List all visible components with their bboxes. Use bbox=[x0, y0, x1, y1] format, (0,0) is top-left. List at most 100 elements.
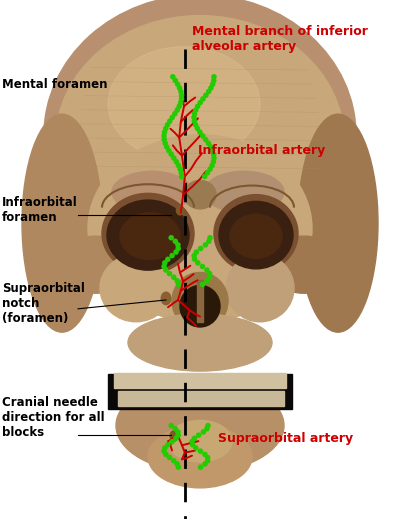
Point bbox=[194, 258, 201, 267]
Point bbox=[200, 428, 206, 436]
Point bbox=[204, 457, 211, 465]
Point bbox=[204, 169, 211, 177]
Point bbox=[197, 99, 203, 107]
Point bbox=[191, 113, 197, 121]
Point bbox=[210, 158, 217, 166]
Point bbox=[162, 139, 168, 147]
Point bbox=[210, 80, 216, 88]
Point bbox=[210, 76, 217, 85]
Point bbox=[208, 84, 214, 92]
Point bbox=[200, 132, 206, 140]
Circle shape bbox=[161, 292, 171, 305]
Point bbox=[164, 120, 171, 129]
Point bbox=[200, 95, 206, 103]
Point bbox=[206, 273, 213, 281]
Point bbox=[174, 277, 180, 285]
Point bbox=[206, 87, 212, 95]
Point bbox=[203, 91, 209, 100]
Text: Supraorbital
notch
(foramen): Supraorbital notch (foramen) bbox=[2, 282, 85, 325]
Ellipse shape bbox=[298, 114, 378, 332]
Point bbox=[161, 128, 168, 136]
Point bbox=[175, 161, 182, 170]
Point bbox=[192, 106, 199, 114]
Point bbox=[173, 158, 180, 166]
Point bbox=[175, 280, 182, 289]
Point bbox=[170, 273, 177, 281]
Point bbox=[162, 444, 168, 452]
Point bbox=[190, 441, 196, 449]
Point bbox=[174, 460, 180, 468]
Ellipse shape bbox=[172, 272, 228, 330]
Point bbox=[175, 244, 181, 253]
Point bbox=[191, 117, 198, 125]
Point bbox=[204, 266, 210, 274]
Text: Mental foramen: Mental foramen bbox=[2, 77, 108, 91]
Point bbox=[205, 139, 212, 147]
Ellipse shape bbox=[180, 285, 220, 327]
Point bbox=[191, 110, 198, 118]
Text: Infraorbital
foramen: Infraorbital foramen bbox=[2, 196, 78, 224]
Point bbox=[209, 146, 216, 155]
Bar bbox=[108, 374, 292, 409]
Point bbox=[168, 421, 174, 430]
Point bbox=[193, 248, 200, 256]
Ellipse shape bbox=[22, 114, 102, 332]
Point bbox=[169, 113, 176, 121]
Point bbox=[189, 438, 195, 446]
Point bbox=[165, 255, 171, 264]
Ellipse shape bbox=[120, 213, 180, 260]
Point bbox=[205, 421, 211, 430]
Point bbox=[197, 463, 204, 471]
Point bbox=[178, 172, 185, 181]
Point bbox=[211, 73, 217, 81]
Point bbox=[206, 237, 212, 245]
Ellipse shape bbox=[184, 181, 216, 209]
Ellipse shape bbox=[44, 0, 356, 275]
Point bbox=[174, 106, 180, 114]
Point bbox=[176, 84, 183, 92]
Point bbox=[178, 169, 184, 177]
Point bbox=[173, 248, 179, 256]
Point bbox=[206, 269, 213, 278]
Point bbox=[173, 434, 179, 443]
Ellipse shape bbox=[88, 135, 312, 322]
Text: Infraorbital artery: Infraorbital artery bbox=[198, 144, 325, 157]
Point bbox=[172, 110, 178, 118]
Point bbox=[171, 154, 177, 162]
Point bbox=[166, 146, 172, 155]
Ellipse shape bbox=[230, 214, 282, 258]
Point bbox=[168, 150, 174, 158]
Point bbox=[166, 269, 173, 278]
Ellipse shape bbox=[168, 420, 232, 462]
Point bbox=[191, 434, 198, 443]
Point bbox=[194, 102, 201, 111]
Point bbox=[169, 438, 175, 446]
Point bbox=[172, 425, 178, 433]
Ellipse shape bbox=[56, 16, 344, 265]
Point bbox=[207, 165, 213, 173]
Point bbox=[199, 280, 206, 289]
Text: Mental branch of inferior
alveolar artery: Mental branch of inferior alveolar arter… bbox=[192, 25, 368, 53]
Ellipse shape bbox=[108, 47, 260, 161]
Ellipse shape bbox=[107, 200, 189, 270]
Ellipse shape bbox=[148, 426, 252, 488]
Point bbox=[197, 447, 204, 455]
Ellipse shape bbox=[226, 254, 294, 322]
Point bbox=[208, 143, 214, 151]
Point bbox=[197, 128, 203, 136]
Point bbox=[172, 76, 178, 85]
Point bbox=[204, 277, 210, 285]
Point bbox=[209, 161, 215, 170]
Point bbox=[161, 262, 167, 270]
Point bbox=[164, 143, 170, 151]
Ellipse shape bbox=[219, 201, 293, 269]
Point bbox=[163, 450, 169, 458]
Bar bbox=[114, 373, 286, 388]
Point bbox=[178, 95, 185, 103]
Point bbox=[172, 237, 178, 245]
Point bbox=[194, 125, 201, 133]
Bar bbox=[197, 280, 203, 322]
Point bbox=[192, 444, 199, 452]
Point bbox=[165, 441, 171, 449]
Point bbox=[162, 125, 169, 133]
